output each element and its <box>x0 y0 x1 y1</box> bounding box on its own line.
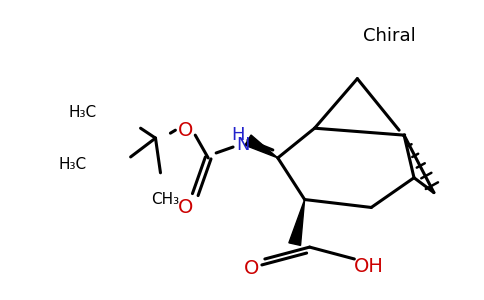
Polygon shape <box>245 135 278 158</box>
Text: H₃C: H₃C <box>59 158 87 172</box>
Text: Chiral: Chiral <box>363 27 416 45</box>
Text: H: H <box>231 126 245 144</box>
Text: OH: OH <box>354 257 384 276</box>
Text: CH₃: CH₃ <box>151 192 180 207</box>
Polygon shape <box>289 200 304 245</box>
Text: O: O <box>244 260 259 278</box>
Text: O: O <box>178 198 193 217</box>
Text: H₃C: H₃C <box>69 105 97 120</box>
Text: N: N <box>236 136 250 154</box>
Text: O: O <box>178 121 193 140</box>
